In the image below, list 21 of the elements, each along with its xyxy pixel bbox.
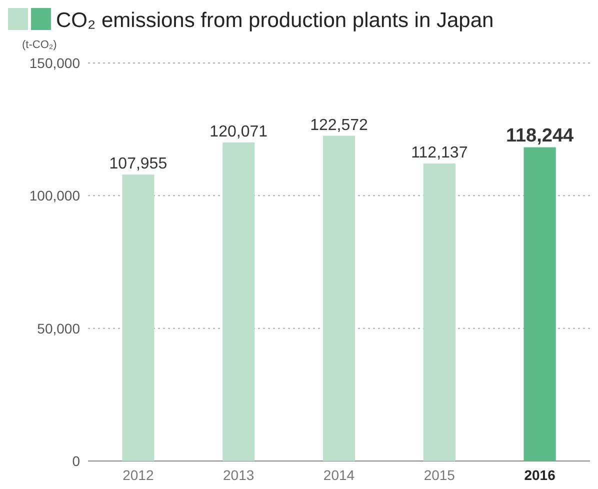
data-label: 112,137 bbox=[411, 144, 468, 162]
chart-title: CO₂ emissions from production plants in Japan bbox=[56, 9, 494, 32]
x-tick-label: 2016 bbox=[524, 467, 556, 483]
y-tick-label: 0 bbox=[72, 453, 80, 469]
x-tick-label: 2013 bbox=[223, 467, 254, 483]
bar bbox=[423, 163, 456, 461]
x-tick-label: 2014 bbox=[323, 467, 355, 483]
y-tick-label: 100,000 bbox=[29, 188, 80, 204]
bar bbox=[222, 142, 255, 461]
data-label: 118,244 bbox=[506, 125, 574, 146]
bar bbox=[322, 136, 356, 461]
y-tick-label: 150,000 bbox=[29, 55, 80, 71]
y-axis-title: (t-CO₂) bbox=[22, 39, 57, 51]
y-tick-label: 50,000 bbox=[37, 320, 80, 336]
x-tick-label: 2015 bbox=[424, 467, 456, 483]
data-label: 120,071 bbox=[210, 123, 268, 140]
bar bbox=[524, 147, 556, 461]
data-label: 122,572 bbox=[310, 116, 368, 134]
x-tick-label: 2012 bbox=[122, 467, 154, 483]
bar bbox=[122, 174, 154, 461]
data-label: 107,955 bbox=[109, 156, 168, 173]
